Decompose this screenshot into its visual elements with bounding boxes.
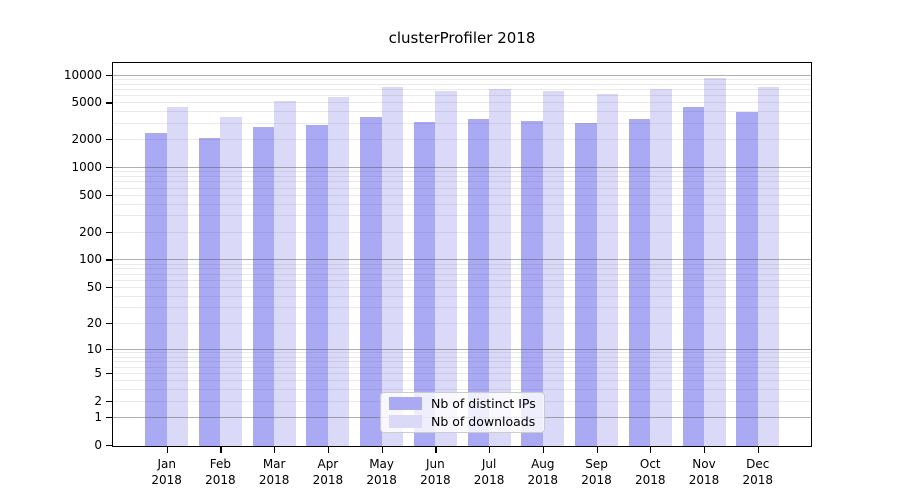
bar-downloads-may <box>381 86 404 446</box>
x-tick-label-dec: Dec 2018 <box>742 457 773 487</box>
x-tick-mark <box>704 446 706 453</box>
bar-distinct-ips-oct <box>628 119 651 446</box>
y-tick-label: 2 <box>94 393 102 408</box>
y-tick-label: 1000 <box>71 160 102 175</box>
x-tick-label-jun: Jun 2018 <box>420 457 451 487</box>
bar-distinct-ips-mar <box>252 127 275 446</box>
bar-downloads-jan <box>166 106 189 446</box>
y-tick-label: 50 <box>86 279 102 294</box>
y-tick-label: 200 <box>79 224 102 239</box>
x-tick-label-oct: Oct 2018 <box>634 457 666 487</box>
bar-downloads-sep <box>596 94 619 446</box>
x-tick-label-apr: Apr 2018 <box>312 457 344 487</box>
x-tick-label-jan: Jan 2018 <box>151 457 182 487</box>
x-tick-mark <box>757 446 759 453</box>
y-tick-mark <box>106 231 113 233</box>
bar-distinct-ips-jan <box>145 132 167 446</box>
x-tick-label-may: May 2018 <box>366 457 397 487</box>
x-tick-label-aug: Aug 2018 <box>527 457 559 487</box>
y-tick-mark <box>106 74 113 76</box>
y-tick-mark <box>106 372 113 375</box>
major-gridline <box>113 74 811 76</box>
x-tick-mark <box>381 446 383 453</box>
y-tick-mark <box>106 445 113 447</box>
x-tick-label-sep: Sep 2018 <box>581 457 612 487</box>
y-tick-mark <box>106 400 113 402</box>
bar-distinct-ips-sep <box>575 122 597 446</box>
bar-distinct-ips-jun <box>413 121 436 446</box>
y-tick-label: 1 <box>94 410 102 425</box>
bar-downloads-feb <box>220 116 242 446</box>
legend-label: Nb of distinct IPs <box>431 396 536 411</box>
bar-downloads-jul <box>489 88 511 446</box>
legend: Nb of distinct IPs Nb of downloads <box>380 392 545 433</box>
bar-downloads-oct <box>650 89 672 446</box>
y-tick-mark <box>106 167 113 169</box>
y-tick-mark <box>106 348 113 350</box>
x-tick-mark <box>489 446 491 453</box>
y-tick-label: 5 <box>94 365 102 380</box>
x-tick-label-feb: Feb 2018 <box>205 457 236 487</box>
y-tick-mark <box>106 286 113 289</box>
downloads-swatch-icon <box>389 415 422 428</box>
x-tick-label-jul: Jul 2018 <box>473 457 505 487</box>
bar-downloads-dec <box>757 86 780 446</box>
bar-distinct-ips-apr <box>306 124 328 446</box>
y-tick-mark <box>106 322 113 324</box>
y-tick-label: 10000 <box>63 67 102 82</box>
legend-item-distinct-ips: Nb of distinct IPs <box>389 396 536 411</box>
y-tick-mark <box>106 259 113 261</box>
x-tick-mark <box>650 446 652 453</box>
x-tick-mark <box>327 446 330 453</box>
y-tick-label: 2000 <box>71 132 102 147</box>
bar-downloads-apr <box>327 97 350 446</box>
bar-downloads-jun <box>435 91 457 446</box>
y-tick-label: 500 <box>79 187 102 202</box>
x-tick-mark <box>220 446 222 453</box>
bar-downloads-aug <box>542 90 565 446</box>
x-tick-mark <box>166 446 168 453</box>
bar-distinct-ips-nov <box>682 106 704 446</box>
y-tick-label: 20 <box>86 315 102 330</box>
y-tick-mark <box>106 417 113 419</box>
x-tick-mark <box>596 446 598 453</box>
y-tick-label: 100 <box>79 252 102 267</box>
bar-distinct-ips-dec <box>736 112 758 446</box>
bar-downloads-mar <box>274 100 296 446</box>
x-tick-label-nov: Nov 2018 <box>688 457 720 487</box>
x-tick-mark <box>274 446 276 453</box>
bar-downloads-nov <box>704 77 726 446</box>
legend-label: Nb of downloads <box>431 414 536 429</box>
bar-distinct-ips-may <box>360 116 382 446</box>
x-tick-mark <box>435 446 437 453</box>
legend-item-downloads: Nb of downloads <box>389 414 536 429</box>
y-tick-label: 5000 <box>71 95 102 110</box>
y-tick-label: 0 <box>94 438 102 452</box>
x-tick-label-mar: Mar 2018 <box>258 457 290 487</box>
y-tick-mark <box>106 139 113 141</box>
x-tick-mark <box>542 446 544 453</box>
y-tick-label: 10 <box>86 341 102 356</box>
bar-distinct-ips-aug <box>521 120 543 446</box>
y-tick-mark <box>106 102 113 104</box>
y-tick-mark <box>106 194 113 197</box>
distinct-ips-swatch-icon <box>389 397 422 410</box>
bar-distinct-ips-feb <box>198 138 221 446</box>
chart-title: clusterProfiler 2018 <box>388 29 536 47</box>
bar-distinct-ips-jul <box>467 119 490 446</box>
